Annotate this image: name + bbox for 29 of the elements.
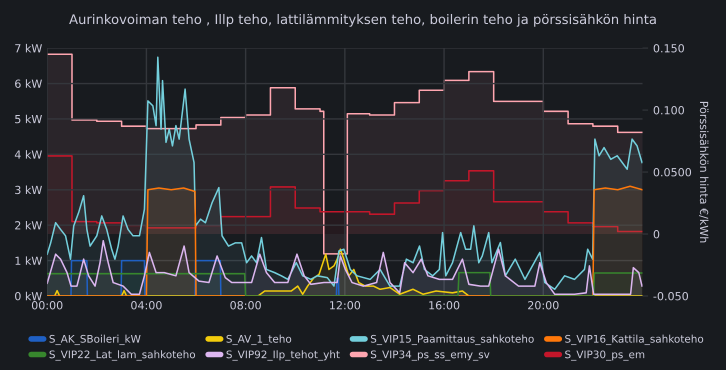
- chart-title: Aurinkovoiman teho , Illp teho, lattilämmityksen teho, boilerin teho ja pörssisähkön hinta: [69, 14, 656, 27]
- y-tick-label: 5 kW: [15, 114, 42, 124]
- x-tick-label: 00:00: [32, 301, 62, 310]
- legend-label: S_AV_1_teho: [226, 334, 292, 346]
- legend-label: S_VIP22_Lat_lam_sahkoteho: [50, 350, 196, 361]
- y-tick-label: 3 kW: [15, 186, 42, 194]
- y-tick-label: 1 kW: [16, 256, 42, 265]
- legend-label: S_AK_SBoileri_kW: [50, 334, 141, 346]
- y2-tick-label: 0: [654, 230, 660, 238]
- legend-label: S_VIP16_Kattila_sahkoteho: [565, 334, 704, 346]
- y2-axis-title: Pörssisähkön hinta €/kWh: [699, 102, 708, 242]
- x-tick-label: 04:00: [131, 301, 162, 310]
- legend-label: S_VIP30_ps_em: [565, 350, 644, 361]
- y2-tick-label: 0.0500: [654, 168, 692, 176]
- y-tick-label: 6 kW: [15, 79, 42, 88]
- y-tick-label: 2 kW: [15, 220, 42, 230]
- legend-label: S_VIP15_Paamittaus_sahkoteho: [370, 334, 534, 346]
- x-tick-label: 12:00: [330, 301, 360, 310]
- y-tick-label: 0 kW: [15, 292, 42, 300]
- x-tick-label: 20:00: [528, 301, 559, 310]
- x-tick-label: 08:00: [230, 301, 261, 310]
- y2-tick-label: -0.050: [653, 292, 688, 300]
- y2-tick-label: 0.100: [654, 106, 684, 114]
- y-tick-label: 7 kW: [15, 44, 42, 52]
- y2-tick-label: 0.150: [654, 44, 684, 52]
- x-tick-label: 16:00: [429, 301, 460, 310]
- legend-label: S_VIP92_Ilp_tehot_yht: [226, 350, 340, 361]
- y-tick-label: 4 kW: [14, 150, 42, 159]
- legend-label: S_VIP34_ps_ss_emy_sv: [370, 350, 490, 361]
